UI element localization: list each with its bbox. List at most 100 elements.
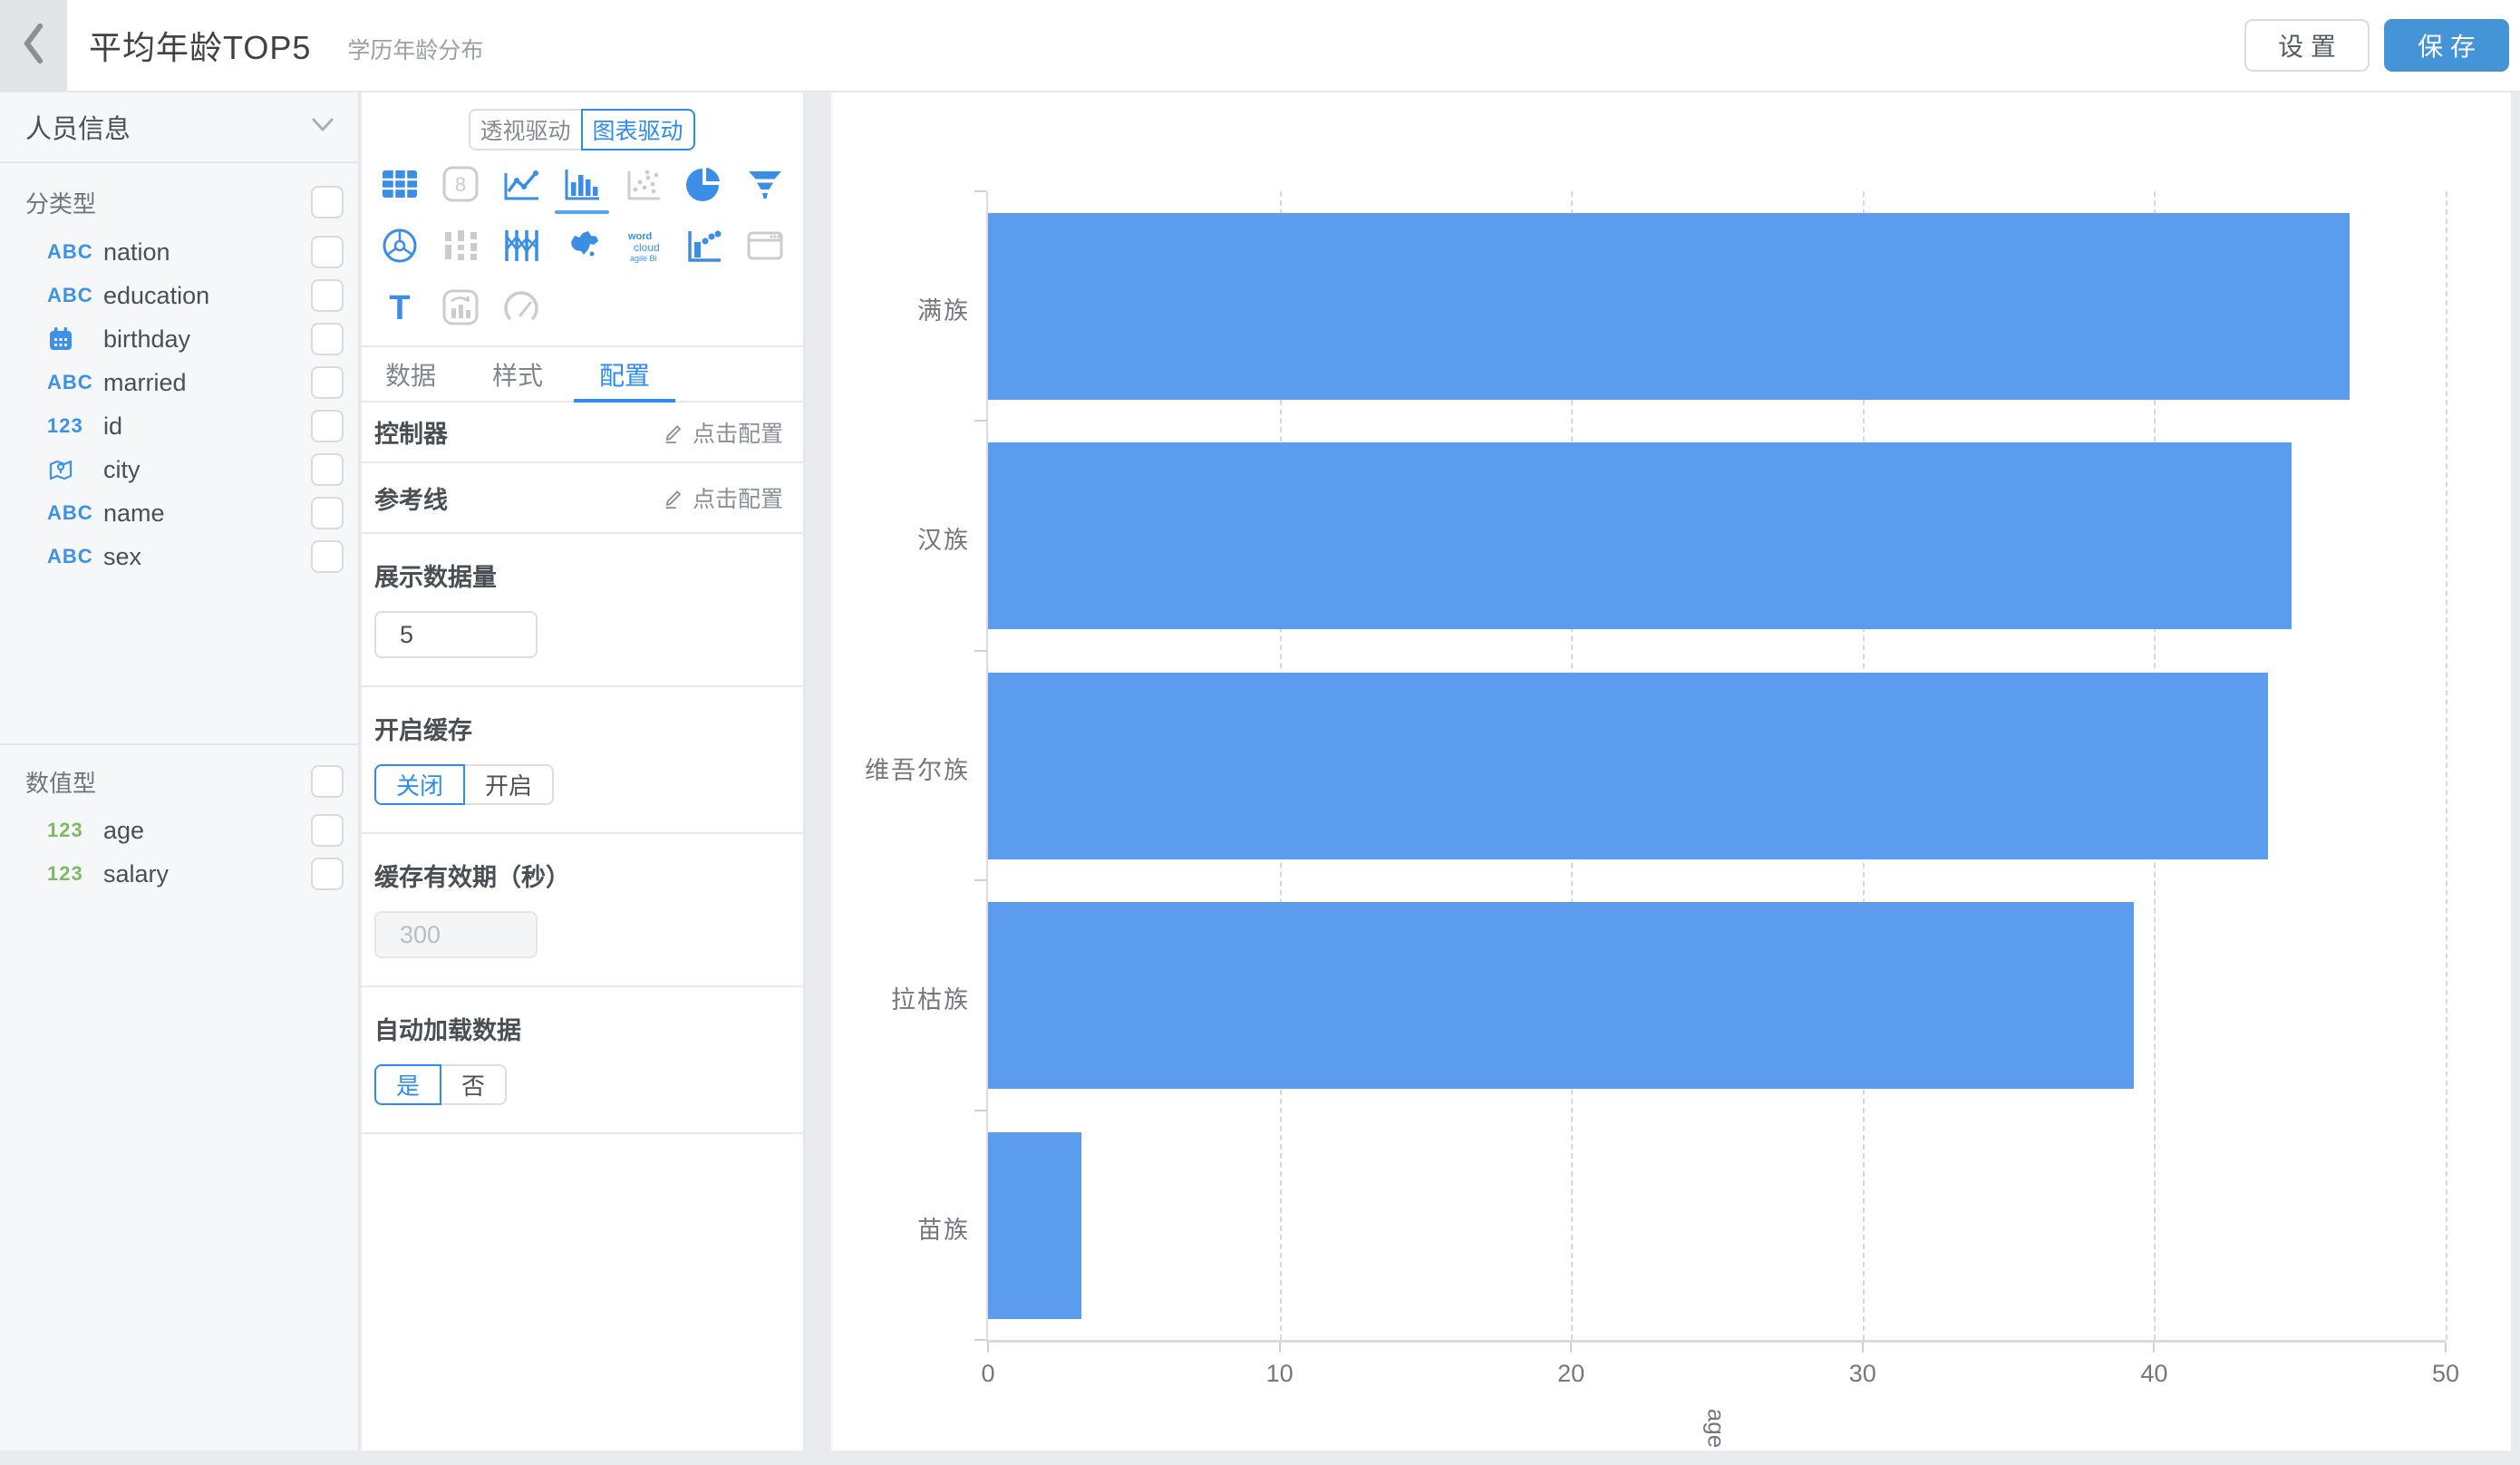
cache-label: 开启缓存 xyxy=(374,717,472,744)
chart-type-scatter-bar-icon[interactable] xyxy=(683,225,725,267)
y-axis-tick xyxy=(974,420,986,422)
chart-type-scatter-icon[interactable] xyxy=(623,163,664,205)
pencil-icon xyxy=(665,490,682,509)
field-item-birthday[interactable]: birthday xyxy=(0,317,358,361)
field-checkbox[interactable] xyxy=(311,323,344,355)
display-count-block: 展示数据量 xyxy=(362,534,803,687)
field-item-sex[interactable]: ABC sex xyxy=(0,535,358,578)
category-label: 拉枯族 xyxy=(891,986,970,1014)
y-axis-tick xyxy=(974,649,986,652)
field-checkbox[interactable] xyxy=(311,540,344,573)
chart-type-bar-icon[interactable] xyxy=(555,163,610,214)
mode-toggle: 透视驱动 图表驱动 xyxy=(468,109,697,150)
controller-label: 控制器 xyxy=(374,421,448,448)
measure-section-checkbox[interactable] xyxy=(311,765,344,798)
tab-config[interactable]: 配置 xyxy=(574,347,676,403)
field-item-salary[interactable]: 123 salary xyxy=(0,852,358,896)
category-label: 汉族 xyxy=(917,527,970,555)
chart-type-grid: 8 word cloud agile Bi xyxy=(362,163,803,328)
auto-load-yes-button[interactable]: 是 xyxy=(374,1064,442,1105)
display-count-input[interactable] xyxy=(374,611,538,658)
bar-维吾尔族 xyxy=(988,672,2268,859)
field-checkbox[interactable] xyxy=(311,366,344,399)
cache-toggle: 关闭 开启 xyxy=(374,764,783,805)
cache-ttl-input[interactable] xyxy=(374,911,538,958)
map-pin-icon xyxy=(49,460,73,480)
dimension-section-checkbox[interactable] xyxy=(311,186,344,218)
field-checkbox[interactable] xyxy=(311,410,344,442)
chart-type-combo-icon[interactable] xyxy=(440,286,481,328)
field-checkbox[interactable] xyxy=(311,236,344,268)
chart-band: 拉枯族 xyxy=(891,880,2446,1110)
chevron-left-icon xyxy=(20,22,47,70)
chart-type-wordcloud-icon[interactable]: word cloud agile Bi xyxy=(623,225,664,267)
tab-style[interactable]: 样式 xyxy=(492,361,544,390)
field-checkbox[interactable] xyxy=(311,279,344,312)
abc-text-field-icon: ABC xyxy=(47,501,93,524)
chart-type-pie-icon[interactable] xyxy=(683,163,725,205)
x-tick-label: 40 xyxy=(2140,1360,2168,1387)
controller-row: 控制器 点击配置 xyxy=(362,403,803,463)
pencil-icon xyxy=(665,424,682,443)
plot-area: 0 10 20 30 40 50 满族 汉族 维吾尔族 拉枯族 苗族 xyxy=(865,190,2459,1387)
chart-type-number-card-icon[interactable]: 8 xyxy=(440,163,481,205)
chart-type-browser-icon[interactable] xyxy=(744,225,786,267)
x-tick-label: 0 xyxy=(981,1360,995,1387)
field-item-name[interactable]: ABC name xyxy=(0,491,358,535)
field-item-nation[interactable]: ABC nation xyxy=(0,230,358,274)
field-checkbox[interactable] xyxy=(311,497,344,529)
field-checkbox[interactable] xyxy=(311,814,344,847)
save-button[interactable]: 保 存 xyxy=(2384,19,2509,72)
chart-type-radar-icon[interactable] xyxy=(379,225,421,267)
back-button[interactable] xyxy=(0,0,67,91)
field-label: salary xyxy=(103,859,170,888)
tab-data[interactable]: 数据 xyxy=(385,361,437,390)
auto-load-toggle: 是 否 xyxy=(374,1064,783,1105)
abc-text-field-icon: ABC xyxy=(47,240,93,263)
chart-type-text-icon[interactable]: T xyxy=(379,286,421,328)
field-sidebar: 人员信息 分类型 ABC nation ABC education birthday AB… xyxy=(0,92,360,1450)
bar-苗族 xyxy=(988,1131,1081,1319)
chart-band: 汉族 xyxy=(917,421,2446,650)
page-title: 平均年龄TOP5 xyxy=(89,29,312,66)
mode-pivot-button[interactable]: 透视驱动 xyxy=(468,109,583,150)
chart-type-parallel-icon[interactable] xyxy=(500,225,542,267)
dataset-selector[interactable]: 人员信息 xyxy=(0,92,358,163)
field-item-city[interactable]: city xyxy=(0,448,358,491)
x-axis-tick xyxy=(987,1343,989,1353)
cache-off-button[interactable]: 关闭 xyxy=(374,764,466,805)
field-checkbox[interactable] xyxy=(311,858,344,890)
field-item-age[interactable]: 123 age xyxy=(0,809,358,852)
mode-chart-button[interactable]: 图表驱动 xyxy=(580,109,695,150)
field-item-education[interactable]: ABC education xyxy=(0,274,358,317)
field-label: birthday xyxy=(103,325,191,353)
category-label: 苗族 xyxy=(917,1216,970,1244)
number-field-icon: 123 xyxy=(47,862,83,885)
number-field-icon: 123 xyxy=(47,414,83,437)
field-label: age xyxy=(103,816,145,844)
chart-band: 苗族 xyxy=(917,1111,2446,1340)
auto-load-no-button[interactable]: 否 xyxy=(440,1064,508,1105)
chart-type-table-icon[interactable] xyxy=(379,163,421,205)
chart-config-panel: 透视驱动 图表驱动 8 xyxy=(362,92,805,1450)
cache-on-button[interactable]: 开启 xyxy=(463,764,555,805)
reference-line-configure-link[interactable]: 点击配置 xyxy=(662,481,783,514)
field-checkbox[interactable] xyxy=(311,453,344,486)
chart-type-line-icon[interactable] xyxy=(500,163,542,205)
chart-preview-card: 0 10 20 30 40 50 满族 汉族 维吾尔族 拉枯族 苗族 age xyxy=(831,92,2511,1450)
top-header: 平均年龄TOP5 学历年龄分布 设 置 保 存 xyxy=(0,0,2520,92)
settings-button[interactable]: 设 置 xyxy=(2244,19,2370,72)
field-item-id[interactable]: 123 id xyxy=(0,404,358,448)
field-item-married[interactable]: ABC married xyxy=(0,361,358,404)
display-count-label: 展示数据量 xyxy=(374,564,497,591)
chart-type-map-icon[interactable] xyxy=(561,225,603,267)
x-axis-tick xyxy=(1278,1343,1281,1353)
field-label: name xyxy=(103,499,165,527)
chart-type-sankey-icon[interactable] xyxy=(440,225,481,267)
chart-type-funnel-icon[interactable] xyxy=(744,163,786,205)
bar-满族 xyxy=(988,213,2350,400)
y-axis-tick xyxy=(974,1109,986,1111)
controller-configure-link[interactable]: 点击配置 xyxy=(662,416,783,449)
svg-text:word: word xyxy=(627,231,652,242)
chart-type-gauge-icon[interactable] xyxy=(500,286,542,328)
